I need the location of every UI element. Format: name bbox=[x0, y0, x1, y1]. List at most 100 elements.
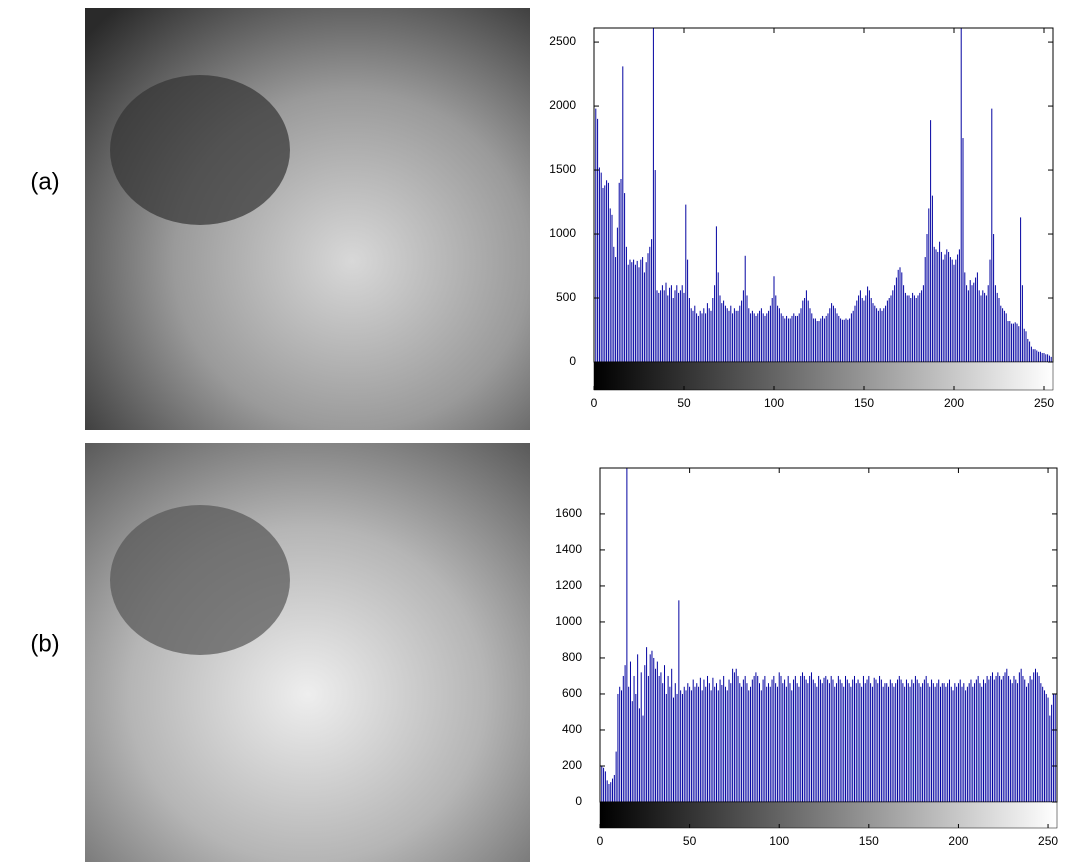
bar bbox=[667, 675, 669, 802]
bar bbox=[911, 679, 913, 802]
bar bbox=[719, 295, 721, 362]
bar bbox=[937, 251, 939, 362]
bar bbox=[728, 310, 730, 362]
bar bbox=[928, 208, 930, 362]
y-tick-label: 600 bbox=[562, 686, 582, 700]
bar bbox=[777, 305, 779, 362]
bar bbox=[1026, 686, 1028, 802]
bar bbox=[616, 227, 618, 362]
x-tick-label: 150 bbox=[854, 396, 874, 410]
bar bbox=[1008, 675, 1010, 802]
bar bbox=[1048, 355, 1050, 362]
bar bbox=[964, 272, 966, 362]
bar bbox=[663, 290, 665, 362]
bar bbox=[865, 295, 867, 362]
bar bbox=[981, 686, 983, 802]
bar bbox=[845, 675, 847, 802]
bar bbox=[859, 290, 861, 362]
bar bbox=[697, 315, 699, 362]
bar bbox=[864, 683, 866, 802]
bar bbox=[602, 187, 604, 362]
bar bbox=[608, 783, 610, 802]
bar bbox=[904, 686, 906, 802]
bar bbox=[836, 313, 838, 362]
bar bbox=[884, 683, 886, 802]
bar bbox=[1003, 310, 1005, 362]
y-tick-label: 2000 bbox=[549, 98, 576, 112]
plot-area bbox=[600, 468, 1057, 802]
bar bbox=[784, 318, 786, 362]
bar bbox=[978, 290, 980, 362]
bar bbox=[979, 683, 981, 802]
bar bbox=[863, 300, 865, 362]
bar bbox=[906, 295, 908, 362]
bar bbox=[647, 253, 649, 362]
bar bbox=[622, 66, 624, 362]
bar bbox=[931, 679, 933, 802]
bar bbox=[904, 292, 906, 362]
bar bbox=[929, 686, 931, 802]
bar bbox=[1027, 338, 1029, 362]
bar bbox=[714, 285, 716, 362]
bar bbox=[907, 683, 909, 802]
bar bbox=[1036, 350, 1038, 362]
bar bbox=[903, 285, 905, 362]
bar bbox=[984, 683, 986, 802]
bar bbox=[741, 300, 743, 362]
bar bbox=[940, 251, 942, 362]
bar bbox=[825, 675, 827, 802]
bar bbox=[715, 226, 717, 362]
y-tick-label: 0 bbox=[569, 354, 576, 368]
bar bbox=[939, 241, 941, 362]
bar bbox=[755, 315, 757, 362]
bar bbox=[649, 654, 651, 802]
bar bbox=[708, 683, 710, 802]
bar bbox=[950, 686, 952, 802]
bar bbox=[902, 683, 904, 802]
bar bbox=[898, 675, 900, 802]
bar bbox=[938, 679, 940, 802]
bar bbox=[726, 308, 728, 362]
bar bbox=[706, 303, 708, 362]
bar bbox=[737, 310, 739, 362]
bar bbox=[714, 686, 716, 802]
bar bbox=[708, 308, 710, 362]
bar bbox=[956, 686, 958, 802]
bar bbox=[785, 686, 787, 802]
bar bbox=[952, 690, 954, 802]
bar bbox=[923, 679, 925, 802]
bar bbox=[679, 290, 681, 362]
bar bbox=[870, 298, 872, 362]
bar bbox=[879, 308, 881, 362]
bar bbox=[957, 254, 959, 362]
bar bbox=[626, 468, 628, 802]
bar bbox=[769, 305, 771, 362]
bar bbox=[871, 686, 873, 802]
bar bbox=[646, 647, 648, 802]
bar bbox=[922, 683, 924, 802]
bar bbox=[845, 318, 847, 362]
bar bbox=[1024, 679, 1026, 802]
bar bbox=[825, 315, 827, 362]
bar bbox=[640, 672, 642, 802]
bar bbox=[694, 686, 696, 802]
bar bbox=[598, 167, 600, 362]
bar bbox=[698, 686, 700, 802]
bar bbox=[1049, 715, 1051, 802]
bar bbox=[870, 683, 872, 802]
bar bbox=[980, 295, 982, 362]
bar bbox=[631, 262, 633, 362]
bar bbox=[948, 679, 950, 802]
bar bbox=[1017, 683, 1019, 802]
bar bbox=[651, 239, 653, 362]
bar bbox=[595, 108, 597, 362]
bar bbox=[966, 285, 968, 362]
bar bbox=[843, 686, 845, 802]
bar bbox=[987, 285, 989, 362]
bar bbox=[683, 686, 685, 802]
bar bbox=[613, 246, 615, 362]
bar bbox=[638, 708, 640, 802]
bar bbox=[1045, 354, 1047, 362]
bar bbox=[723, 300, 725, 362]
